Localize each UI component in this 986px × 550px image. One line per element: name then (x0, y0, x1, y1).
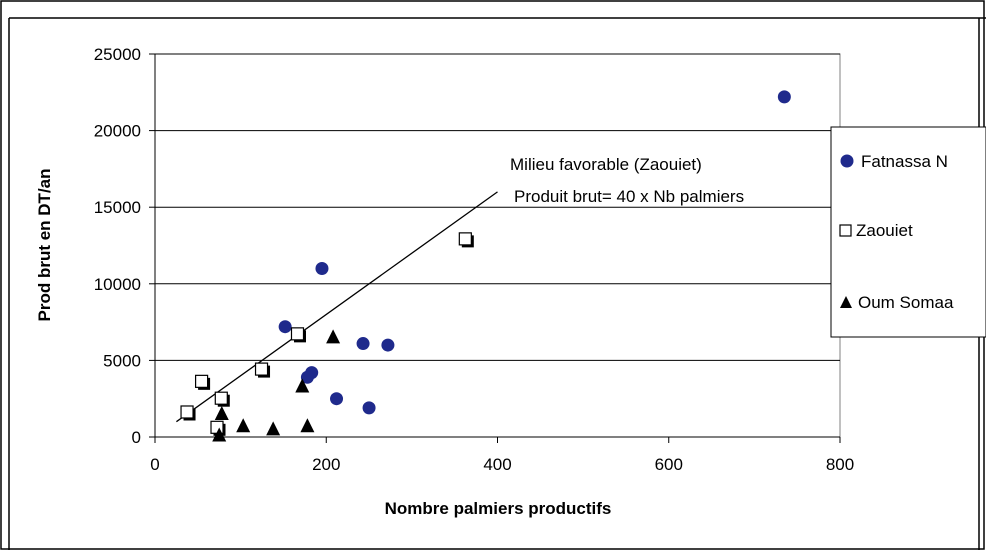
data-point-fatnassa (777, 90, 791, 104)
data-point-oum-somaa (266, 421, 281, 436)
y-tick-label: 10000 (94, 275, 141, 294)
data-point-fatnassa (362, 401, 376, 415)
axes (149, 53, 841, 443)
data-point-oum-somaa (295, 378, 310, 393)
annotation-title: Milieu favorable (Zaouiet) (510, 155, 702, 174)
data-point-oum-somaa (236, 418, 251, 433)
data-point-fatnassa (278, 320, 292, 334)
x-tick-label: 200 (312, 455, 340, 474)
data-point-fatnassa (330, 392, 344, 406)
x-tick-label: 600 (655, 455, 683, 474)
data-point-oum-somaa (214, 406, 229, 421)
y-tick-label: 15000 (94, 198, 141, 217)
data-point-fatnassa (356, 337, 370, 351)
x-tick-label: 400 (483, 455, 511, 474)
legend-label-fatnassa: Fatnassa N (861, 152, 948, 171)
legend-box (830, 126, 986, 338)
data-point-oum-somaa (212, 427, 227, 442)
data-point-oum-somaa (326, 329, 341, 344)
data-point-zaouiet (180, 405, 194, 419)
legend-marker-zaouiet (839, 224, 852, 237)
legend-marker-fatnassa (840, 154, 854, 168)
tick-labels: 0 5000 10000 15000 20000 25000 0 200 400 600 800 (94, 45, 854, 474)
legend-marker-oum-somaa (840, 296, 852, 308)
y-tick-label: 20000 (94, 122, 141, 141)
gridlines (155, 53, 840, 361)
trendline (176, 191, 498, 423)
annotation-formula: Produit brut= 40 x Nb palmiers (514, 187, 744, 206)
y-tick-label: 25000 (94, 45, 141, 64)
y-axis-title: Prod brut en DT/an (35, 169, 54, 322)
data-point-fatnassa (381, 338, 395, 352)
data-point-fatnassa (315, 261, 329, 275)
data-point-zaouiet (254, 362, 269, 376)
data-points (180, 90, 791, 442)
x-axis-title: Nombre palmiers productifs (385, 499, 612, 518)
legend-label-oum-somaa: Oum Somaa (858, 293, 954, 312)
y-tick-label: 5000 (103, 351, 141, 370)
x-tick-label: 0 (150, 455, 159, 474)
y-tick-label: 0 (132, 428, 141, 447)
data-point-zaouiet (214, 391, 228, 405)
data-point-fatnassa (300, 370, 314, 384)
x-tick-label: 800 (826, 455, 854, 474)
trendline-group (176, 191, 498, 423)
data-point-zaouiet (290, 327, 305, 341)
data-point-zaouiet (458, 232, 472, 246)
data-point-oum-somaa (300, 418, 315, 433)
plot-area (154, 53, 841, 438)
legend-label-zaouiet: Zaouiet (856, 221, 913, 240)
data-point-zaouiet (194, 374, 209, 388)
